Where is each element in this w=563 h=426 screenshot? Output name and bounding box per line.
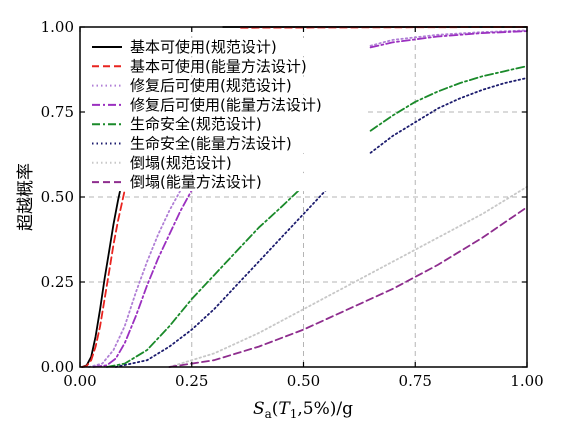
legend-item-bg (88, 76, 368, 95)
legend-item-bg (88, 115, 368, 134)
series-line-4-segment-2 (369, 30, 528, 49)
legend-item-bg (88, 38, 368, 56)
series-line-5-segment-2 (369, 65, 528, 132)
series-line-6-segment-2 (369, 77, 528, 154)
legend-label-5: 生命安全(规范设计) (130, 115, 262, 133)
x-tick-label: 1.00 (510, 372, 543, 390)
x-tick-label: 0.00 (63, 372, 96, 390)
series-line-6-segment-1 (114, 189, 327, 368)
y-tick-label: 0.50 (41, 188, 74, 206)
legend-item-bg (88, 57, 368, 76)
legend-label-4: 修复后可使用(能量方法设计) (130, 96, 322, 114)
legend-label-1: 基本可使用(规范设计) (130, 38, 277, 56)
series-line-5-segment-1 (105, 189, 300, 368)
series-line-4-segment-1 (92, 189, 193, 368)
legend-item-bg (88, 153, 368, 172)
series-line-3-segment-1 (88, 189, 182, 368)
legend-label-2: 基本可使用(能量方法设计) (130, 57, 307, 75)
y-tick-label: 1.00 (41, 18, 74, 36)
y-tick-label: 0.75 (41, 103, 74, 121)
series-line-7-segment-1 (168, 185, 528, 368)
x-tick-label: 0.25 (175, 372, 208, 390)
y-axis-label: 超越概率 (16, 163, 36, 231)
legend-label-3: 修复后可使用(规范设计) (130, 77, 292, 95)
x-axis-label: Sa(T1,5%)/g (253, 399, 353, 421)
legend-label-8: 倒塌(能量方法设计) (130, 173, 262, 191)
legend: 基本可使用(规范设计)基本可使用(能量方法设计) 修复后可使用(规范设计)修复后可… (88, 38, 368, 192)
x-tick-label: 0.50 (287, 372, 320, 390)
series-line-2-segment-1 (81, 189, 126, 368)
y-tick-label: 0.25 (41, 273, 74, 291)
x-tick-label: 0.75 (399, 372, 432, 390)
y-tick-label: 0.00 (41, 358, 74, 376)
legend-item-bg (88, 134, 368, 153)
series-line-1-segment-1 (81, 189, 122, 368)
legend-item-bg (88, 173, 368, 192)
legend-label-7: 倒塌(规范设计) (130, 154, 232, 172)
series-line-8-segment-1 (168, 206, 528, 368)
legend-label-6: 生命安全(能量方法设计) (130, 135, 292, 153)
series-line-3-segment-2 (369, 29, 528, 47)
axis-ticks: 0.00 0.25 0.50 0.75 1.00 0.00 0.25 0.50 0.75 1.00 (41, 18, 544, 390)
legend-item-bg (88, 95, 368, 114)
